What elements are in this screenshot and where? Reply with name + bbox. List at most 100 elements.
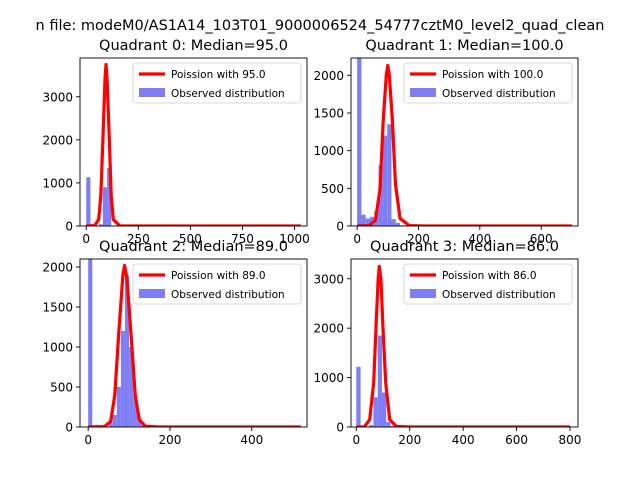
- histogram-bar: [124, 275, 130, 427]
- histogram-bar: [361, 214, 366, 226]
- histogram-bar: [133, 395, 138, 427]
- histogram-bar: [386, 422, 391, 427]
- y-tick-label: 0: [65, 421, 73, 435]
- plot-area: [88, 259, 301, 427]
- legend-label: Observed distribution: [171, 289, 285, 301]
- histogram-bar: [86, 177, 91, 226]
- legend: Poission with 95.0 Observed distribution: [132, 62, 302, 104]
- subplot-quadrant-2: 0 200 400 0 500 1000 1500 2000 Quadrant 2: Media…: [42, 239, 308, 447]
- poisson-line: [357, 63, 572, 226]
- legend-label: Poission with 95.0: [171, 69, 266, 81]
- histogram-bar: [102, 187, 108, 226]
- subplot-title: Quadrant 2: Median=89.0: [99, 239, 288, 255]
- subplot-title: Quadrant 3: Median=86.0: [370, 239, 559, 255]
- figure-suptitle: n file: modeM0/AS1A14_103T01_9000006524_…: [36, 18, 605, 34]
- y-tick-label: 3000: [313, 272, 344, 286]
- legend-bar-swatch: [139, 88, 165, 97]
- poisson-line: [86, 62, 301, 226]
- x-tick-label: 600: [505, 433, 528, 447]
- subplot-quadrant-0: 0 250 500 750 1000 0 1000 2000 3000 Quadrant 0: M…: [42, 38, 309, 246]
- plot-area: [357, 58, 572, 226]
- legend-bar-swatch: [139, 289, 165, 298]
- x-tick-label: 400: [240, 433, 263, 447]
- histogram-bar: [357, 58, 362, 226]
- x-tick-label: 200: [398, 433, 421, 447]
- legend-label: Observed distribution: [442, 88, 556, 100]
- histogram-bar: [120, 331, 125, 427]
- y-tick-label: 2000: [42, 261, 73, 275]
- axes-frame: [350, 57, 579, 227]
- histogram-bar: [88, 259, 93, 427]
- legend-label: Poission with 89.0: [171, 270, 266, 282]
- legend-bar-swatch: [410, 88, 436, 97]
- x-tick-label: 750: [231, 232, 254, 246]
- y-tick-label: 1000: [42, 341, 73, 355]
- y-tick-label: 1500: [42, 301, 73, 315]
- x-tick-label: 250: [127, 232, 150, 246]
- legend-box: [403, 62, 573, 104]
- y-tick-label: 2000: [313, 322, 344, 336]
- y-tick-label: 500: [50, 381, 73, 395]
- y-tick-label: 1000: [313, 144, 344, 158]
- histogram-bar: [373, 397, 378, 427]
- subplot-title: Quadrant 0: Median=95.0: [99, 38, 288, 54]
- histogram-bar: [369, 425, 374, 427]
- y-tick-label: 3000: [42, 90, 73, 104]
- subplot-quadrant-1: 0 200 400 600 0 500 1000 1500 2000 Quadrant 1: Me…: [313, 38, 579, 246]
- legend-box: [132, 263, 302, 305]
- y-tick-label: 1500: [313, 106, 344, 120]
- y-tick-label: 0: [336, 220, 344, 234]
- histogram-bar: [365, 218, 371, 226]
- histogram-bar: [377, 335, 382, 427]
- histogram-bar: [129, 347, 134, 427]
- histogram-bar: [382, 135, 388, 226]
- histogram-bar: [356, 366, 361, 427]
- histogram-bar: [137, 417, 142, 427]
- legend-label: Poission with 100.0: [442, 69, 543, 81]
- poisson-line: [88, 263, 301, 427]
- plot-area: [356, 264, 570, 427]
- x-tick-label: 600: [530, 232, 553, 246]
- x-tick-label: 400: [452, 433, 475, 447]
- legend-bar-swatch: [410, 289, 436, 298]
- x-tick-label: 200: [159, 433, 182, 447]
- x-tick-label: 200: [407, 232, 430, 246]
- y-tick-label: 0: [336, 421, 344, 435]
- histogram-bar: [390, 426, 395, 427]
- histogram-bar: [395, 222, 401, 226]
- histogram-bar: [108, 422, 113, 427]
- legend-label: Observed distribution: [171, 88, 285, 100]
- axes-frame: [79, 258, 308, 428]
- legend-label: Poission with 86.0: [442, 270, 537, 282]
- x-tick-label: 400: [468, 232, 491, 246]
- histogram-bar: [112, 415, 117, 427]
- y-tick-label: 2000: [42, 133, 73, 147]
- legend: Poission with 89.0 Observed distribution: [132, 263, 302, 305]
- legend-label: Observed distribution: [442, 289, 556, 301]
- legend: Poission with 86.0 Observed distribution: [403, 263, 573, 305]
- histogram-bar: [391, 219, 396, 226]
- y-tick-label: 500: [321, 182, 344, 196]
- y-tick-label: 0: [65, 220, 73, 234]
- y-tick-label: 2000: [313, 69, 344, 83]
- histogram-bar: [107, 167, 112, 226]
- histogram-bar: [381, 392, 387, 427]
- x-tick-label: 0: [353, 433, 361, 447]
- subplot-quadrant-3: 0 200 400 600 800 0 1000 2000 3000 Quadrant 3: Me…: [313, 239, 581, 447]
- histogram-bar: [116, 387, 121, 427]
- legend-box: [132, 62, 302, 104]
- axes-frame: [79, 57, 308, 227]
- x-tick-label: 800: [559, 433, 582, 447]
- axes-frame: [350, 258, 579, 428]
- x-tick-label: 0: [82, 232, 90, 246]
- x-tick-label: 1000: [279, 232, 310, 246]
- histogram-bar: [378, 164, 383, 226]
- x-tick-label: 0: [353, 232, 361, 246]
- histogram-bar: [98, 224, 103, 226]
- histogram-bar: [387, 124, 392, 226]
- y-tick-label: 1000: [42, 176, 73, 190]
- poisson-line: [356, 264, 570, 427]
- y-tick-label: 1000: [313, 371, 344, 385]
- subplot-title: Quadrant 1: Median=100.0: [365, 38, 563, 54]
